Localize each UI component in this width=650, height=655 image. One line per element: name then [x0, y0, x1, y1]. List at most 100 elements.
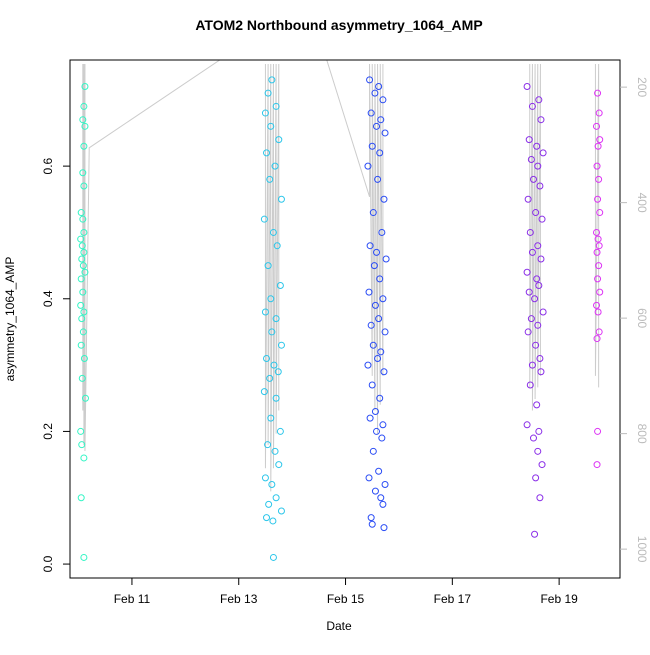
point	[269, 517, 277, 525]
x-axis-label: Date	[326, 619, 352, 633]
point	[268, 76, 276, 84]
y2-tick-label: 800	[635, 424, 649, 444]
point	[536, 354, 544, 362]
point	[77, 275, 85, 283]
point	[594, 142, 602, 150]
point	[368, 520, 376, 528]
point	[370, 262, 378, 270]
point	[275, 136, 283, 144]
point	[78, 255, 86, 263]
point	[534, 242, 542, 250]
point-layer	[77, 76, 604, 561]
point	[379, 96, 387, 104]
x-tick-label: Feb 19	[540, 592, 578, 606]
point	[79, 328, 87, 336]
point	[524, 328, 532, 336]
point	[367, 109, 375, 117]
point	[594, 308, 602, 316]
point	[367, 514, 375, 522]
point	[380, 195, 388, 203]
x-tick-label: Feb 17	[434, 592, 472, 606]
y-tick-label: 0.2	[41, 423, 55, 440]
y-tick-label: 0.4	[41, 290, 55, 307]
point	[532, 209, 540, 217]
point	[260, 215, 268, 223]
point	[534, 321, 542, 329]
point	[531, 295, 539, 303]
point	[267, 122, 275, 130]
point	[77, 235, 85, 243]
point	[534, 162, 542, 170]
point	[369, 447, 377, 455]
point	[594, 195, 602, 203]
point	[379, 421, 387, 429]
point	[267, 414, 275, 422]
point	[374, 175, 382, 183]
point	[263, 354, 271, 362]
point	[382, 255, 390, 263]
x-tick-label: Feb 15	[327, 592, 365, 606]
point	[274, 368, 282, 376]
point	[594, 235, 602, 243]
point	[79, 116, 87, 124]
point	[78, 315, 86, 323]
point	[596, 288, 604, 296]
point	[79, 262, 87, 270]
point	[538, 461, 546, 469]
point	[523, 83, 531, 91]
point	[380, 524, 388, 532]
point	[373, 427, 381, 435]
point	[365, 474, 373, 482]
point	[533, 142, 541, 150]
point	[368, 381, 376, 389]
point	[77, 301, 85, 309]
point	[536, 182, 544, 190]
point	[378, 228, 386, 236]
point	[593, 248, 601, 256]
point	[266, 175, 274, 183]
point	[366, 414, 374, 422]
point	[264, 441, 272, 449]
point	[366, 242, 374, 250]
point	[266, 374, 274, 382]
point	[381, 480, 389, 488]
point	[80, 102, 88, 110]
point	[374, 354, 382, 362]
point	[276, 427, 284, 435]
point	[529, 175, 537, 183]
point	[79, 169, 87, 177]
point	[79, 288, 87, 296]
point	[593, 335, 601, 343]
point	[368, 142, 376, 150]
point	[80, 182, 88, 190]
point	[594, 89, 602, 97]
point	[594, 275, 602, 283]
point	[528, 248, 536, 256]
point	[272, 102, 280, 110]
point	[271, 447, 279, 455]
point	[77, 209, 85, 217]
point	[377, 116, 385, 124]
point	[376, 394, 384, 402]
point	[596, 136, 604, 144]
point	[277, 195, 285, 203]
point	[263, 149, 271, 157]
point	[80, 228, 88, 236]
point	[539, 308, 547, 316]
point	[79, 215, 87, 223]
point	[525, 288, 533, 296]
point	[523, 268, 531, 276]
point	[376, 275, 384, 283]
point	[269, 228, 277, 236]
point	[379, 295, 387, 303]
point	[371, 408, 379, 416]
y-tick-label: 0.0	[41, 555, 55, 572]
y2-tick-label: 400	[635, 193, 649, 213]
point	[81, 394, 89, 402]
point	[531, 530, 539, 538]
point	[364, 162, 372, 170]
point	[381, 129, 389, 137]
point	[269, 553, 277, 561]
point	[523, 421, 531, 429]
point	[277, 507, 285, 515]
